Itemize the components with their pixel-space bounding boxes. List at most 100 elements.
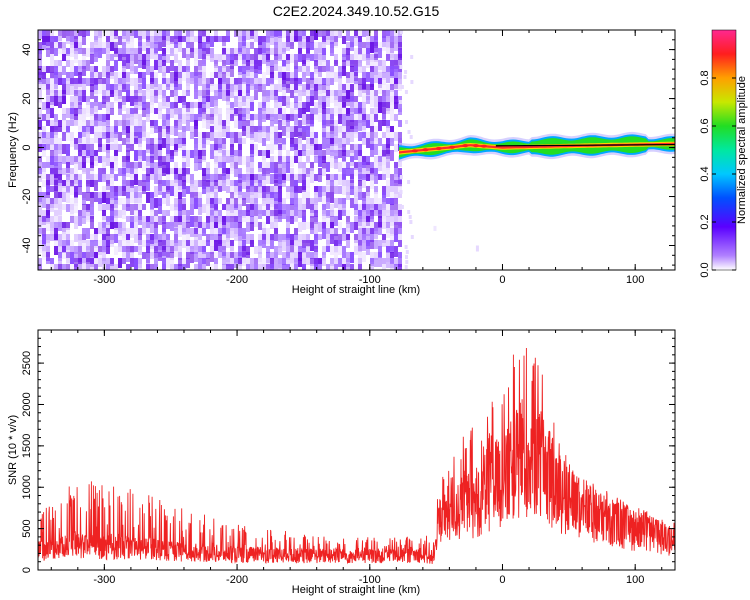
heatmap-cell (314, 210, 318, 217)
heatmap-cell (42, 180, 46, 187)
heatmap-cell (342, 90, 346, 101)
heatmap-cell (254, 186, 258, 193)
heatmap-cell (142, 96, 146, 104)
heatmap-cell (150, 150, 154, 158)
heatmap-cell (242, 72, 246, 82)
colorbar-tick-label: 0.4 (699, 166, 711, 181)
heatmap-cell (250, 126, 254, 134)
heatmap-cell (310, 258, 314, 266)
heatmap-cell (126, 84, 130, 92)
heatmap-cell (106, 156, 110, 166)
heatmap-cell (98, 156, 102, 163)
heatmap-cell (186, 36, 190, 44)
heatmap-cell (370, 174, 374, 181)
heatmap-cell (90, 204, 94, 215)
heatmap-cell (322, 204, 326, 214)
heatmap-cell (154, 96, 158, 103)
heatmap-cell (338, 126, 342, 133)
heatmap-cell (150, 198, 154, 209)
heatmap-cell (126, 240, 130, 249)
heatmap-cell (82, 216, 86, 224)
heatmap-cell (282, 78, 286, 87)
heatmap-cell (286, 30, 290, 36)
heatmap-cell (46, 120, 50, 126)
heatmap-cell (330, 150, 334, 158)
heatmap-cell (54, 240, 58, 247)
heatmap-cell (186, 84, 190, 92)
heatmap-cell (170, 156, 174, 162)
heatmap-cell (390, 240, 394, 251)
heatmap-cell (134, 222, 138, 232)
heatmap-cell (390, 114, 394, 121)
heatmap-cell (122, 246, 126, 257)
heatmap-cell (146, 60, 150, 66)
heatmap-cell (330, 162, 334, 168)
heatmap-cell (202, 258, 206, 264)
heatmap-cell (222, 54, 226, 64)
heatmap-cell (214, 204, 218, 211)
heatmap-cell (302, 264, 306, 270)
heatmap-cell (90, 48, 94, 55)
heatmap-cell (58, 90, 62, 98)
heatmap-cell (114, 90, 118, 101)
heatmap-cell (342, 210, 346, 216)
heatmap-cell (122, 180, 126, 191)
heatmap-cell (354, 258, 358, 264)
heatmap-cell (50, 186, 54, 192)
heatmap-cell (394, 36, 398, 44)
heatmap-cell (246, 96, 250, 106)
heatmap-cell (314, 198, 318, 205)
heatmap-cell (258, 204, 262, 214)
heatmap-cell (182, 150, 186, 158)
heatmap-cell (374, 186, 378, 194)
heatmap-cell (70, 102, 74, 113)
heatmap-cell (370, 66, 374, 72)
heatmap-cell (174, 114, 178, 123)
heatmap-cell (242, 216, 246, 222)
heatmap-cell (206, 216, 210, 223)
x-tick-label: 100 (626, 274, 644, 286)
heatmap-cell (314, 54, 318, 62)
heatmap-cell (86, 252, 90, 262)
heatmap-cell (294, 120, 298, 126)
heatmap-cell (222, 84, 226, 92)
heatmap-cell (154, 258, 158, 269)
heatmap-cell (262, 228, 266, 239)
heatmap-cell (134, 90, 138, 99)
heatmap-cell (250, 30, 254, 39)
heatmap-cell (286, 120, 290, 127)
heatmap-cell (314, 222, 318, 231)
heatmap-cell (154, 240, 158, 251)
heatmap-cell (46, 114, 50, 123)
heatmap-cell (278, 264, 282, 270)
heatmap-cell (122, 84, 126, 92)
heatmap-cell (214, 210, 218, 218)
heatmap-cell (390, 264, 394, 270)
heatmap-cell (146, 114, 150, 122)
heatmap-cell (162, 138, 166, 148)
heatmap-cell (158, 156, 162, 166)
heatmap-cell (322, 186, 326, 196)
heatmap-cell (370, 84, 374, 90)
heatmap-cell (150, 210, 154, 220)
heatmap-cell (78, 66, 82, 75)
heatmap-cell (82, 234, 86, 243)
heatmap-cell (158, 252, 162, 261)
heatmap-cell (266, 66, 270, 75)
heatmap-cell (350, 252, 354, 263)
heatmap-cell (158, 240, 162, 250)
heatmap-cell (214, 36, 218, 42)
heatmap-cell (274, 186, 278, 194)
heatmap-cell (366, 198, 370, 209)
heatmap-cell (318, 96, 322, 105)
heatmap-cell (270, 216, 274, 222)
heatmap-cell (334, 258, 338, 267)
heatmap-cell (90, 198, 94, 207)
heatmap-cell (158, 84, 162, 95)
heatmap-cell (130, 144, 134, 151)
heatmap-cell (114, 186, 118, 196)
heatmap-cell (362, 78, 366, 89)
heatmap-cell (50, 96, 54, 105)
heatmap-cell (318, 234, 322, 240)
heatmap-cell (278, 48, 282, 59)
